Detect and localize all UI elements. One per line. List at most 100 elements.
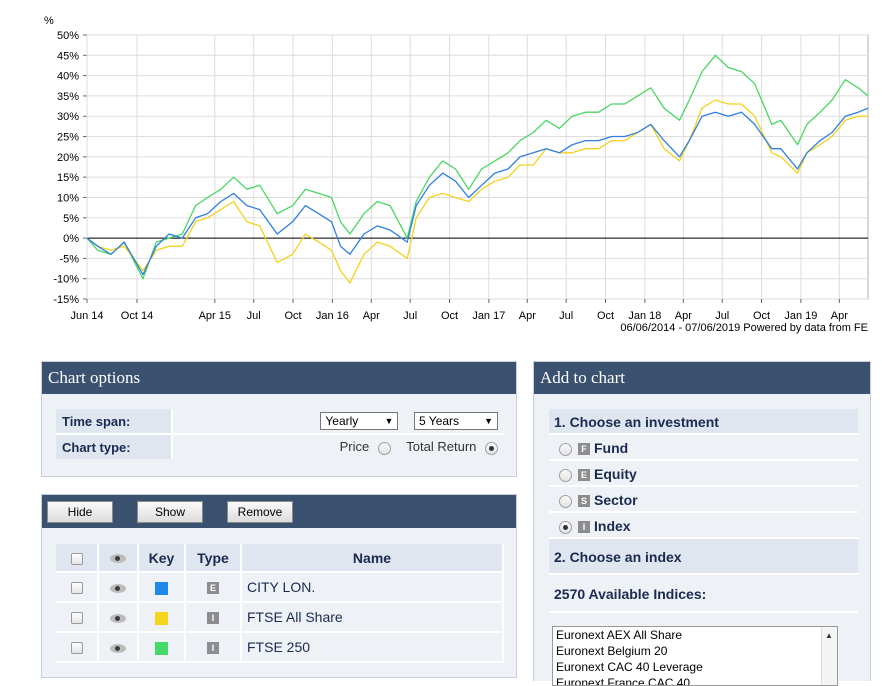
row-checkbox[interactable] (70, 612, 83, 625)
list-item[interactable]: Euronext CAC 40 Leverage (556, 660, 703, 674)
list-item[interactable]: Euronext Belgium 20 (556, 644, 668, 658)
index-listbox[interactable]: Euronext AEX All Share Euronext Belgium … (552, 626, 838, 686)
time-span-controls: ▼ Yearly ▼ 5 Years (172, 409, 504, 435)
x-tick-label: Oct 14 (121, 310, 153, 322)
row-select-cell (56, 602, 99, 633)
y-tick-label: 10% (57, 192, 79, 204)
x-tick-label: Jan 18 (628, 310, 661, 322)
x-tick-label: Jul (715, 310, 729, 322)
x-tick-label: Jan 17 (472, 310, 505, 322)
remove-button[interactable]: Remove (227, 501, 293, 523)
eye-icon[interactable] (110, 583, 126, 593)
fund-radio[interactable] (559, 442, 572, 456)
equity-badge-icon: E (578, 469, 590, 482)
y-tick-label: -10% (53, 274, 79, 286)
option-sector[interactable]: S Sector (549, 487, 858, 513)
table-row: I FTSE 250 (56, 632, 504, 663)
add-to-chart-title: Add to chart (534, 362, 870, 394)
add-to-chart-panel: Add to chart 1. Choose an investment F Fu… (533, 361, 871, 686)
table-row: I FTSE All Share (56, 602, 504, 633)
range-select[interactable]: ▼ 5 Years (414, 412, 498, 430)
name-header: Name (241, 544, 504, 573)
available-indices-label: 2570 Available Indices: (549, 575, 858, 613)
key-swatch (155, 581, 168, 595)
row-visibility-cell (98, 602, 139, 633)
x-tick-label: Jan 19 (784, 310, 817, 322)
x-tick-label: Jul (559, 310, 573, 322)
plot-area (86, 34, 869, 300)
total-return-label: Total Return (406, 439, 477, 455)
sector-radio[interactable] (559, 494, 572, 508)
visibility-header (98, 544, 139, 573)
series-line-2 (86, 99, 868, 284)
row-key-cell (138, 572, 186, 603)
date-range-text: 06/06/2014 - 07/06/2019 Powered by data … (620, 322, 868, 334)
table-row: E CITY LON. (56, 572, 504, 603)
chevron-down-icon: ▼ (484, 416, 493, 426)
interval-select[interactable]: ▼ Yearly (320, 412, 399, 430)
listbox-scrollbar[interactable] (821, 627, 837, 685)
y-tick-label: 30% (57, 111, 79, 123)
series-line-3 (86, 54, 869, 280)
chart-options-panel: Chart options Time span: ▼ Yearly ▼ 5 Year… (41, 361, 517, 477)
y-tick-label: -5% (59, 253, 79, 265)
x-tick-label: Apr (831, 310, 848, 322)
x-tick-label: Jul (247, 310, 261, 322)
option-equity[interactable]: E Equity (549, 461, 858, 487)
row-select-cell (56, 632, 99, 663)
list-item[interactable]: Euronext AEX All Share (556, 628, 683, 642)
sector-badge-icon: S (578, 495, 590, 508)
type-badge-icon: E (207, 582, 219, 595)
series-table-header: Key Type Name (56, 544, 504, 573)
eye-icon[interactable] (110, 613, 126, 623)
type-badge-icon: I (207, 642, 219, 655)
price-radio[interactable] (377, 441, 391, 455)
equity-radio[interactable] (559, 468, 572, 482)
series-toolbar: Hide Show Remove (42, 495, 516, 528)
range-value: 5 Years (419, 414, 460, 428)
y-tick-label: 35% (57, 91, 79, 103)
hide-button[interactable]: Hide (47, 501, 113, 523)
x-tick-label: Jun 14 (70, 310, 103, 322)
row-type-cell: I (185, 602, 242, 633)
price-label: Price (339, 439, 370, 455)
row-key-cell (138, 602, 186, 633)
row-checkbox[interactable] (70, 642, 83, 655)
row-checkbox[interactable] (70, 582, 83, 595)
choose-index-heading: 2. Choose an index (549, 539, 858, 575)
performance-chart: 50% 45% 40% 35% 30% 25% 20% 15% 10% 5% 0% -5% -10% -1… (44, 15, 869, 334)
chart-options-title: Chart options (42, 362, 516, 394)
y-tick-label: 50% (57, 30, 79, 42)
series-table: Key Type Name E CITY LON. I FTSE All Sha… (56, 544, 504, 663)
y-tick-label: 25% (57, 132, 79, 144)
row-type-cell: I (185, 632, 242, 663)
x-tick-label: Oct (753, 310, 770, 322)
y-tick-label: 0% (63, 233, 79, 245)
y-tick-label: 15% (57, 172, 79, 184)
option-fund[interactable]: F Fund (549, 435, 858, 461)
option-index[interactable]: I Index (549, 513, 858, 539)
fund-badge-icon: F (578, 443, 590, 456)
fund-label: Fund (594, 440, 629, 456)
select-all-checkbox[interactable] (70, 552, 83, 565)
y-tick-label: 20% (57, 152, 79, 164)
index-radio[interactable] (559, 520, 572, 534)
interval-value: Yearly (325, 414, 359, 428)
index-label: Index (594, 518, 631, 534)
eye-icon (110, 554, 126, 564)
series-panel: Hide Show Remove Key Type Name E CITY LO… (41, 494, 517, 678)
x-tick-label: Apr 15 (199, 310, 231, 322)
index-badge-icon: I (578, 521, 590, 534)
type-badge-icon: I (207, 612, 219, 625)
eye-icon[interactable] (110, 643, 126, 653)
series-line-1 (86, 107, 869, 276)
chart-type-controls: Price Total Return (172, 434, 504, 459)
chart-options-table: Time span: ▼ Yearly ▼ 5 Years Chart type: … (56, 409, 504, 459)
row-name: CITY LON. (241, 572, 504, 603)
select-all-header (56, 544, 99, 573)
sector-label: Sector (594, 492, 638, 508)
chart-svg: 50% 45% 40% 35% 30% 25% 20% 15% 10% 5% 0% -5% -10% -1… (44, 15, 869, 334)
total-return-radio[interactable] (485, 441, 498, 455)
show-button[interactable]: Show (137, 501, 203, 523)
